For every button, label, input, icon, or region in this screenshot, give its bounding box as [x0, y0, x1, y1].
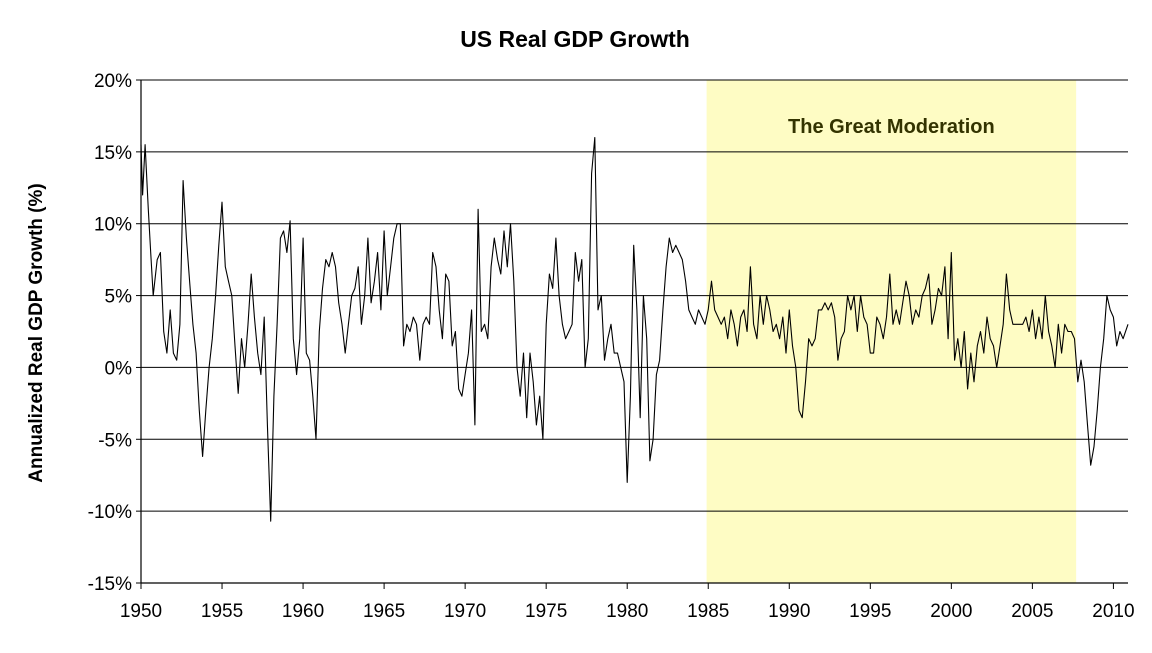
x-tick-label: 1980	[606, 601, 648, 622]
y-tick-label: -15%	[88, 574, 132, 595]
x-tick-label: 2010	[1092, 601, 1134, 622]
x-tick-label: 1990	[768, 601, 810, 622]
x-tick-label: 1970	[444, 601, 486, 622]
y-axis-label: Annualized Real GDP Growth (%)	[26, 183, 47, 482]
y-tick-label: -5%	[98, 430, 132, 451]
x-tick-label: 1985	[687, 601, 729, 622]
x-tick-label: 1955	[201, 601, 243, 622]
chart-title: US Real GDP Growth	[460, 26, 690, 52]
x-tick-label: 1950	[120, 601, 162, 622]
y-tick-label: 15%	[94, 143, 132, 164]
x-tick-label: 1995	[849, 601, 891, 622]
x-tick-label: 1975	[525, 601, 567, 622]
x-tick-label: 1965	[363, 601, 405, 622]
y-tick-label: 10%	[94, 215, 132, 236]
great-moderation-label: The Great Moderation	[788, 116, 995, 138]
x-tick-label: 2005	[1011, 601, 1053, 622]
great-moderation-region	[706, 80, 1077, 583]
y-tick-label: 5%	[105, 287, 133, 308]
y-tick-label: 20%	[94, 71, 132, 92]
x-tick-label: 2000	[930, 601, 972, 622]
x-ticks: 1950 1955 1960 1965 1970 1975 1980 1985 1990 1995…	[120, 583, 1135, 622]
y-tick-label: 0%	[105, 358, 133, 379]
series-line	[140, 136, 1129, 522]
gridlines	[141, 79, 1128, 512]
y-ticks: -15% -10% -5% 0% 5% 10% 15% 20%	[88, 71, 141, 595]
x-tick-label: 1960	[282, 601, 324, 622]
y-tick-label: -10%	[88, 502, 132, 523]
